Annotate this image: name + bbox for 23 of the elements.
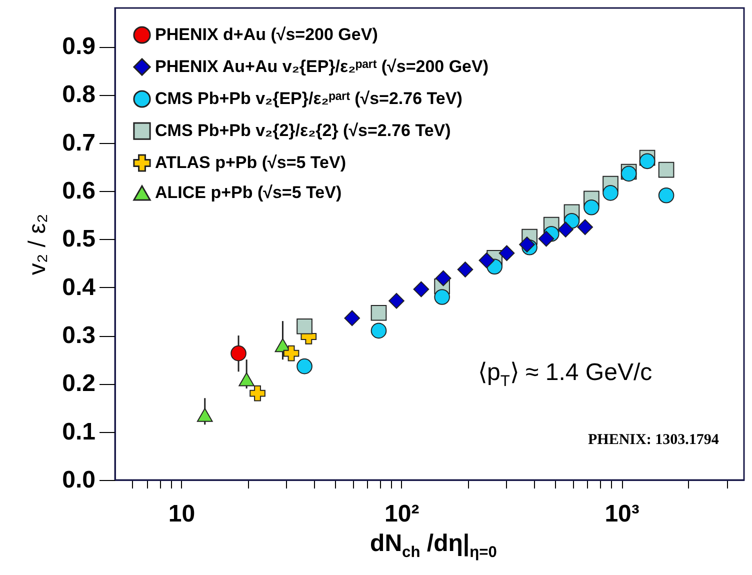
legend-label: CMS Pb+Pb v₂{EP}/ε₂ᵖᵃʳᵗ (√s=2.76 TeV) <box>155 89 462 108</box>
x-tick-label: 10² <box>384 500 420 528</box>
legend-label: ATLAS p+Pb (√s=5 TeV) <box>155 153 346 172</box>
y-tick-label: 0.9 <box>62 33 96 60</box>
annotation: PHENIX: 1303.1794 <box>588 432 719 449</box>
y-tick-label: 0.7 <box>62 129 96 156</box>
legend-label: ALICE p+Pb (√s=5 TeV) <box>155 183 342 202</box>
x-tick-label: 10³ <box>604 500 640 528</box>
legend-label: CMS Pb+Pb v₂{2}/ε₂{2} (√s=2.76 TeV) <box>155 121 451 140</box>
y-tick-label: 0.8 <box>62 81 96 108</box>
legend-label: PHENIX Au+Au v₂{EP}/ε₂ᵖᵃʳᵗ (√s=200 GeV) <box>155 57 489 76</box>
y-axis-title: v₂ / ε₂ <box>24 214 52 276</box>
legend-label: PHENIX d+Au (√s=200 GeV) <box>155 25 378 44</box>
annotation: ⟨p$_{T}$⟩ ≈ 1.4 GeV/c <box>478 358 652 391</box>
y-tick-label: 0.0 <box>62 466 96 494</box>
y-tick-label: 0.2 <box>62 370 96 398</box>
x-tick-label: 10 <box>168 500 196 528</box>
x-axis-title: dN$_{ch}$ /dη|$_{η=0}$ <box>369 530 498 562</box>
y-tick-label: 0.5 <box>62 226 96 253</box>
y-tick-label: 0.6 <box>62 178 96 205</box>
y-tick-label: 0.1 <box>62 418 96 446</box>
y-tick-label: 0.3 <box>62 322 96 350</box>
y-tick-label: 0.4 <box>62 274 96 301</box>
